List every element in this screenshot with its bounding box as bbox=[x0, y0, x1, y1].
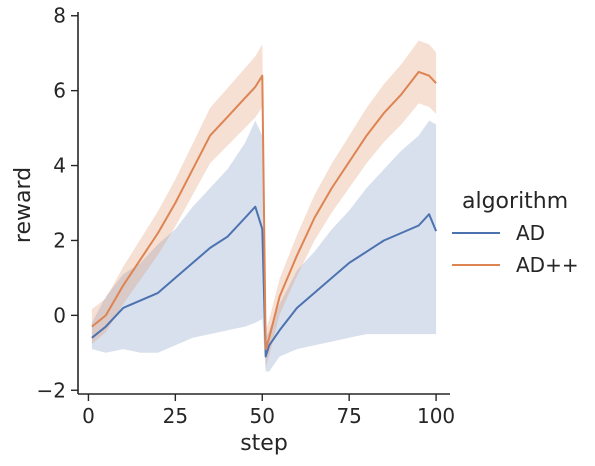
y-tick-label: 2 bbox=[53, 228, 66, 252]
legend-label-ad: AD bbox=[516, 221, 545, 245]
plot-area bbox=[92, 41, 436, 372]
y-tick-label: −2 bbox=[37, 378, 66, 402]
legend-title: algorithm bbox=[462, 189, 568, 214]
y-tick-label: 6 bbox=[53, 79, 66, 103]
x-tick-label: 100 bbox=[417, 404, 455, 428]
y-tick-label: 8 bbox=[53, 4, 66, 28]
x-tick-label: 0 bbox=[82, 404, 95, 428]
x-axis-title: step bbox=[240, 431, 288, 456]
y-tick-label: 4 bbox=[53, 154, 66, 178]
x-tick-label: 75 bbox=[336, 404, 361, 428]
y-tick-label: 0 bbox=[53, 303, 66, 327]
legend: algorithm AD AD++ bbox=[452, 189, 579, 277]
x-tick-label: 50 bbox=[250, 404, 275, 428]
x-tick-label: 25 bbox=[163, 404, 188, 428]
y-axis-title: reward bbox=[11, 167, 36, 243]
legend-label-adplusplus: AD++ bbox=[516, 253, 579, 277]
